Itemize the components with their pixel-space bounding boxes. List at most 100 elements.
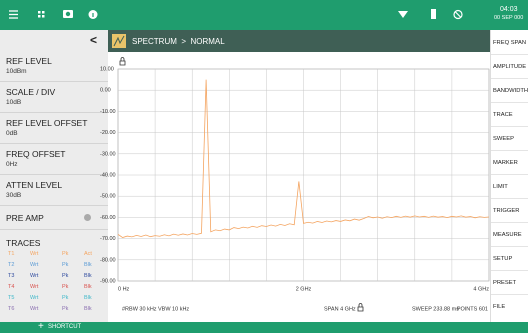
menu: FREQ SPAN AMPLITUDE BANDWIDTH TRACE SWEEP MAR…	[490, 30, 528, 322]
menu-item[interactable]: AMPLITUDE	[493, 64, 527, 70]
mode-icon	[112, 34, 126, 48]
menu-item[interactable]: FREQ SPAN	[493, 40, 527, 46]
menu-item[interactable]: SWEEP	[493, 136, 514, 142]
trace-cell: T1	[8, 251, 15, 257]
setting-item[interactable]: REF LEVEL OFFSET 0dB	[0, 112, 108, 144]
setting-item[interactable]: FREQ OFFSET 0Hz	[0, 143, 108, 175]
trace-cell: Pk	[62, 273, 69, 279]
x-tick-label: 0 Hz	[118, 286, 130, 292]
menu-item[interactable]: MEASURE	[493, 232, 522, 238]
trace-cell: Blk	[84, 306, 92, 312]
menu-item[interactable]: LIMIT	[493, 184, 508, 190]
info-span: SPAN 4 GHz	[324, 306, 356, 312]
menu-separator	[491, 150, 528, 151]
y-tick-label: -90.00	[100, 278, 116, 284]
trace-cell: Blk	[84, 262, 92, 268]
setting-label: ATTEN LEVEL	[6, 180, 63, 190]
y-tick-label: -10.00	[100, 109, 116, 115]
info-sweep: SWEEP 233.88 ms	[412, 306, 459, 312]
menu-separator	[491, 198, 528, 199]
y-tick-label: -40.00	[100, 172, 116, 178]
menu-separator	[491, 126, 528, 127]
mode-header: SPECTRUM > NORMAL	[108, 30, 490, 52]
date: 00 SEP 000	[494, 15, 524, 21]
menu-separator	[491, 222, 528, 223]
pre-amp-label: PRE AMP	[6, 213, 44, 223]
lock-icon	[119, 57, 126, 66]
span-lock-icon	[357, 303, 364, 312]
trace-cell: Blk	[84, 284, 92, 290]
menu-item[interactable]: SETUP	[493, 256, 513, 262]
menu-separator	[491, 270, 528, 271]
menu-separator	[491, 78, 528, 79]
trace-cell: Wrt	[30, 251, 39, 257]
y-tick-label: -30.00	[100, 151, 116, 157]
trace-cell: Pk	[62, 262, 69, 268]
info-points: POINTS 601	[457, 306, 488, 312]
plus-icon: +	[38, 321, 44, 332]
side-panel: < REF LEVEL 10dBm SCALE / DIV 10dB REF LEVEL…	[0, 30, 108, 322]
trace-cell: T5	[8, 295, 15, 301]
y-tick-label: -60.00	[100, 215, 116, 221]
menu-separator	[491, 54, 528, 55]
menu-separator	[491, 294, 528, 295]
trace-cell: Pk	[62, 284, 69, 290]
y-tick-label: -70.00	[100, 236, 116, 242]
setting-value: 0Hz	[6, 161, 18, 168]
x-tick-label: 4 GHz	[473, 286, 489, 292]
setting-value: 30dB	[6, 192, 22, 199]
trace-cell: T6	[8, 306, 15, 312]
y-tick-label: 0.00	[100, 88, 111, 94]
info-vbw: VBW 10 kHz	[158, 306, 189, 312]
setting-value: 10dB	[6, 99, 22, 106]
time: 04:03	[500, 6, 518, 13]
menu-item[interactable]: MARKER	[493, 160, 518, 166]
trace-cell: Pk	[62, 306, 69, 312]
setting-label: REF LEVEL	[6, 56, 52, 66]
breadcrumb: SPECTRUM > NORMAL	[132, 37, 225, 46]
menu-item[interactable]: PRESET	[493, 280, 517, 286]
setting-item[interactable]: REF LEVEL 10dBm	[0, 50, 108, 82]
y-tick-label: -50.00	[100, 194, 116, 200]
trace-cell: Wrt	[30, 284, 39, 290]
trace-cell: Wrt	[30, 295, 39, 301]
trace-cell: T2	[8, 262, 15, 268]
trace-line	[117, 79, 490, 238]
menu-item[interactable]: FILE	[493, 304, 506, 310]
info-rbw: #RBW 30 kHz	[122, 306, 157, 312]
toggle[interactable]	[84, 214, 91, 221]
spectrum-plot: 10.00 0.00 -10.00 -20.00 -30.00 -40.00 -50.00 -…	[100, 57, 490, 312]
menu-separator	[491, 246, 528, 247]
trace-cell: Pk	[62, 295, 69, 301]
status-bar: 04:03 00 SEP 000	[0, 0, 528, 30]
menu-item[interactable]: TRIGGER	[493, 208, 520, 214]
setting-value: 10dBm	[6, 68, 27, 75]
trace-cell: T3	[8, 273, 15, 279]
trace-cell: Act	[84, 251, 92, 257]
trace-cell: Wrt	[30, 262, 39, 268]
menu-separator	[491, 174, 528, 175]
setting-item[interactable]: ATTEN LEVEL 30dB	[0, 174, 108, 206]
pre-amp[interactable]: PRE AMP	[0, 205, 108, 230]
collapse-button[interactable]: <	[90, 33, 98, 47]
trace-cell: Pk	[62, 251, 69, 257]
shortcut[interactable]: SHORTCUT	[48, 324, 82, 330]
setting-value: 0dB	[6, 130, 18, 137]
trace-cell: Wrt	[30, 273, 39, 279]
setting-item[interactable]: SCALE / DIV 10dB	[0, 81, 108, 113]
status-icons	[9, 9, 463, 20]
menu-separator	[491, 102, 528, 103]
y-tick-label: -80.00	[100, 257, 116, 263]
menu-item[interactable]: BANDWIDTH	[493, 88, 528, 94]
setting-label: REF LEVEL OFFSET	[6, 118, 88, 128]
trace-cell: Blk	[84, 295, 92, 301]
setting-label: FREQ OFFSET	[6, 149, 66, 159]
y-tick-label: 10.00	[100, 66, 114, 72]
menu-item[interactable]: TRACE	[493, 112, 513, 118]
trace-cell: Wrt	[30, 306, 39, 312]
trace-cell: T4	[8, 284, 15, 290]
trace-cell: Blk	[84, 273, 92, 279]
setting-label: SCALE / DIV	[6, 87, 56, 97]
x-tick-label: 2 GHz	[296, 286, 312, 292]
